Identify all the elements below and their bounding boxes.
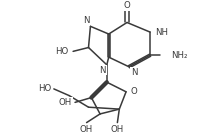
Text: HO: HO xyxy=(55,47,68,56)
Text: N: N xyxy=(83,16,89,25)
Text: NH: NH xyxy=(154,28,167,37)
Text: N: N xyxy=(99,66,105,75)
Text: HO: HO xyxy=(38,84,51,93)
Text: OH: OH xyxy=(110,125,123,135)
Text: N: N xyxy=(130,68,137,77)
Text: NH₂: NH₂ xyxy=(170,51,187,60)
Text: OH: OH xyxy=(80,125,93,135)
Text: O: O xyxy=(123,1,130,10)
Text: OH: OH xyxy=(59,98,72,107)
Text: O: O xyxy=(130,87,137,96)
